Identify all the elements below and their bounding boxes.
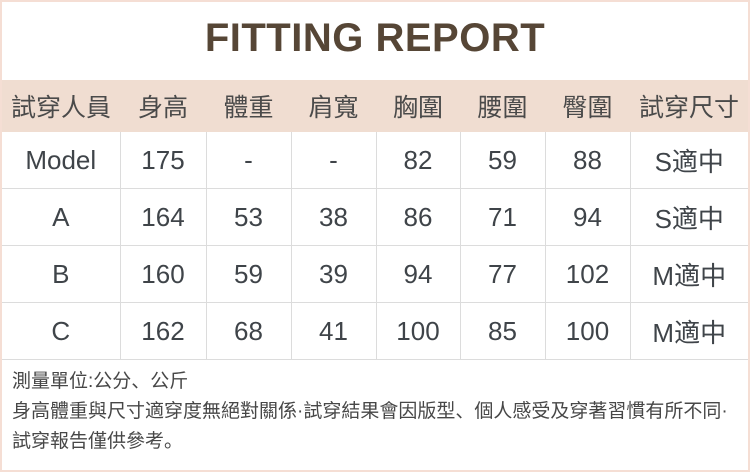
table-cell: 100	[545, 302, 631, 360]
column-header-shoulder: 肩寬	[291, 80, 376, 132]
column-header-hip: 臀圍	[545, 80, 630, 132]
table-cell: B	[2, 245, 121, 303]
table-row-model: Model 175 - - 82 59 88 S適中	[2, 132, 748, 189]
page-title: FITTING REPORT	[204, 16, 546, 60]
column-header-size: 試穿尺寸	[630, 80, 748, 132]
table-cell: 160	[120, 245, 207, 303]
footnotes: 測量單位:公分、公斤 身高體重與尺寸適穿度無絕對關係·試穿結果會因版型、個人感受…	[2, 360, 748, 457]
table-row-c: C 162 68 41 100 85 100 M適中	[2, 302, 748, 360]
table-row-a: A 164 53 38 86 71 94 S適中	[2, 188, 748, 246]
table-cell: C	[2, 302, 121, 360]
table-cell: 82	[376, 132, 461, 189]
table-cell: 86	[376, 188, 461, 246]
table-cell: 85	[460, 302, 546, 360]
table-cell: -	[291, 132, 377, 189]
table-cell: 88	[545, 132, 631, 189]
table-cell: -	[206, 132, 292, 189]
note-measurement-units: 測量單位:公分、公斤	[12, 371, 189, 392]
table-cell: 94	[376, 245, 461, 303]
table-cell: 53	[206, 188, 292, 246]
table-cell: 100	[376, 302, 461, 360]
fitting-table: 試穿人員 身高 體重 肩寬 胸圍 腰圍 臀圍 試穿尺寸 Model 175 - …	[2, 80, 748, 360]
column-header-height: 身高	[120, 80, 206, 132]
table-cell: S適中	[630, 188, 748, 246]
table-cell: 68	[206, 302, 292, 360]
table-row-b: B 160 59 39 94 77 102 M適中	[2, 245, 748, 303]
column-header-weight: 體重	[206, 80, 291, 132]
table-cell: 164	[120, 188, 207, 246]
table-cell: M適中	[630, 302, 748, 360]
table-cell: 41	[291, 302, 377, 360]
table-cell: 59	[206, 245, 292, 303]
table-cell: 71	[460, 188, 546, 246]
header-row: 試穿人員 身高 體重 肩寬 胸圍 腰圍 臀圍 試穿尺寸	[2, 80, 748, 132]
column-header-bust: 胸圍	[376, 80, 460, 132]
note-disclaimer: 身高體重與尺寸適穿度無絕對關係·試穿結果會因版型、個人感受及穿著習慣有所不同·試…	[12, 401, 728, 452]
table-cell: M適中	[630, 245, 748, 303]
table-cell: Model	[2, 132, 121, 189]
table-cell: 59	[460, 132, 546, 189]
table-cell: 38	[291, 188, 377, 246]
column-header-tester: 試穿人員	[2, 80, 120, 132]
table-cell: A	[2, 188, 121, 246]
table-cell: 39	[291, 245, 377, 303]
table-cell: 175	[120, 132, 207, 189]
table-cell: 102	[545, 245, 631, 303]
table-cell: 77	[460, 245, 546, 303]
table-cell: 162	[120, 302, 207, 360]
table-cell: 94	[545, 188, 631, 246]
column-header-waist: 腰圍	[460, 80, 545, 132]
table-cell: S適中	[630, 132, 748, 189]
